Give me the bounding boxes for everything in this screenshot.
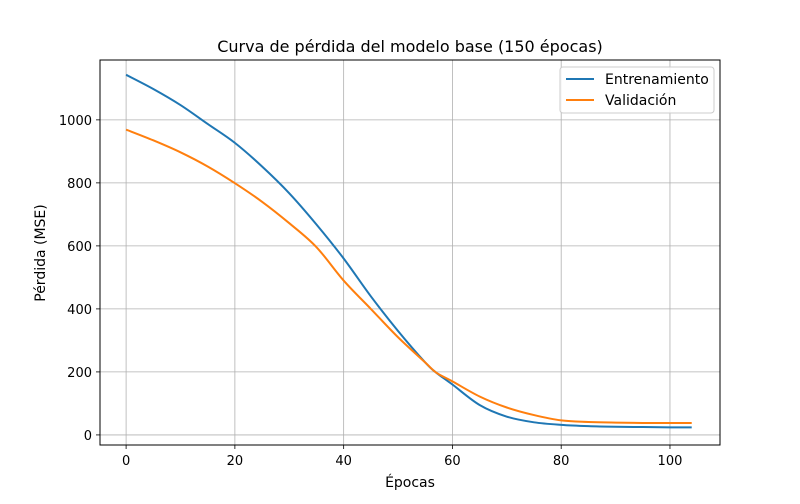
y-tick-label: 800 [67, 177, 92, 192]
x-tick-label: 80 [553, 454, 570, 469]
x-tick-label: 60 [444, 454, 461, 469]
legend: Entrenamiento Validación [559, 66, 715, 114]
y-tick-label: 200 [67, 366, 92, 381]
legend-box [559, 66, 715, 114]
legend-label-validacion: Validación [605, 93, 676, 109]
axes-frame [99, 59, 721, 446]
grid-lines [100, 60, 720, 445]
x-axis-label: Épocas [385, 474, 435, 491]
x-tick-label: 40 [335, 454, 352, 469]
series-lines [125, 73, 692, 429]
chart-title: Curva de pérdida del modelo base (150 ép… [217, 37, 603, 56]
legend-label-entrenamiento: Entrenamiento [605, 72, 709, 88]
series-line-validacion [125, 128, 692, 424]
y-tick-label: 0 [84, 429, 92, 444]
x-tick-label: 0 [122, 454, 130, 469]
x-tick-label: 20 [227, 454, 244, 469]
y-tick-label: 400 [67, 303, 92, 318]
y-tick-label: 1000 [59, 114, 92, 129]
y-axis-label: Pérdida (MSE) [33, 204, 49, 302]
y-tick-label: 600 [67, 240, 92, 255]
x-tick-label: 100 [658, 454, 683, 469]
